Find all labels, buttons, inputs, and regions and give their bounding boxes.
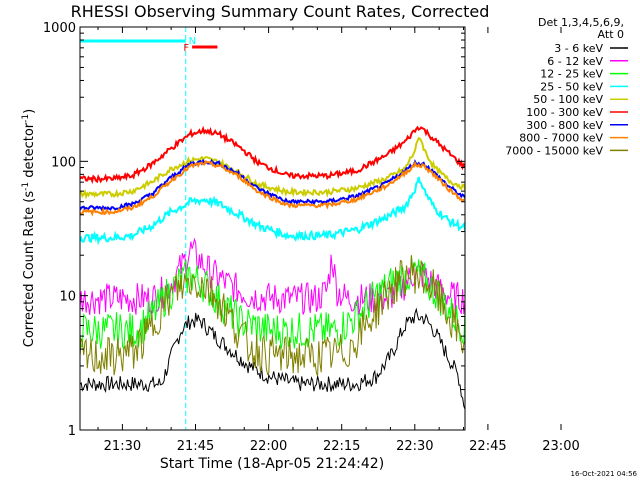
series-line-4	[80, 136, 465, 200]
series-line-6	[80, 158, 465, 212]
legend-label-7: 800 - 7000 keV	[519, 132, 603, 145]
footer-timestamp: 16-Oct-2021 04:56	[571, 470, 638, 478]
y-axis-ticks: 1 10 100 1000	[43, 21, 465, 439]
legend-label-8: 7000 - 15000 keV	[505, 144, 603, 157]
series-line-5	[80, 125, 465, 185]
x-axis-ticks: 21:30 21:45 22:00 22:15 22:30 22:45 23:00	[97, 27, 580, 454]
legend-label-2: 12 - 25 keV	[540, 68, 603, 81]
y-tick-label-1: 10	[59, 290, 76, 305]
legend-label-0: 3 - 6 keV	[554, 42, 603, 55]
legend-header-line1: Det 1,3,4,5,6,9,	[538, 16, 624, 29]
legend-label-5: 100 - 300 keV	[526, 106, 603, 119]
series-line-1	[80, 237, 465, 315]
x-tick-label-1: 21:45	[177, 439, 214, 454]
legend-header-line2: Att 0	[598, 28, 624, 41]
series-line-8	[80, 255, 465, 377]
x-tick-label-3: 22:15	[323, 439, 360, 454]
legend-label-3: 25 - 50 keV	[540, 80, 603, 93]
x-tick-label-5: 22:45	[469, 439, 506, 454]
y-axis-label: Corrected Count Rate (s-1 detector-1)	[21, 109, 37, 347]
x-axis-label: Start Time (18-Apr-05 21:24:42)	[160, 456, 384, 472]
legend-label-4: 50 - 100 keV	[533, 93, 603, 106]
chart-title: RHESSI Observing Summary Count Rates, Co…	[71, 2, 490, 21]
x-tick-label-2: 22:00	[250, 439, 287, 454]
plot-area	[80, 27, 465, 430]
series-line-2	[80, 255, 465, 352]
y-tick-label-2: 100	[51, 155, 76, 170]
series-line-0	[80, 307, 465, 411]
series-line-3	[80, 176, 465, 246]
y-tick-label-3: 1000	[43, 21, 76, 36]
legend-label-1: 6 - 12 keV	[547, 55, 603, 68]
bar-f-label: F	[183, 43, 189, 54]
x-tick-label-0: 21:30	[104, 439, 141, 454]
y-tick-label-0: 1	[68, 424, 76, 439]
series-line-7	[80, 160, 465, 217]
plot-frame	[79, 26, 466, 431]
legend-label-6: 300 - 800 keV	[526, 119, 603, 132]
x-tick-label-4: 22:30	[396, 439, 433, 454]
bar-n-label: N	[189, 36, 196, 47]
x-tick-label-6: 23:00	[542, 439, 579, 454]
